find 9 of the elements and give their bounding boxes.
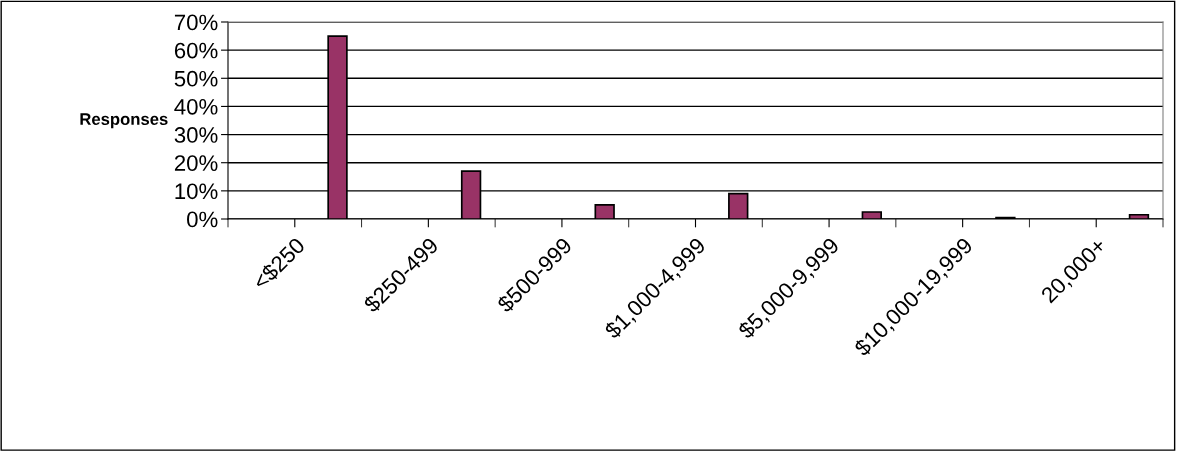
y-tick-label: 30% <box>174 127 218 143</box>
y-tick-label: 20% <box>174 155 218 171</box>
y-tick-label: 10% <box>175 183 218 200</box>
y-axis-title: Responses <box>80 113 168 129</box>
y-tick-label: 60% <box>174 42 218 59</box>
y-tick-label: 40% <box>174 98 218 115</box>
y-tick-label: 50% <box>174 70 218 87</box>
y-tick-label: 70% <box>174 14 218 31</box>
y-tick-label: 0% <box>187 211 218 228</box>
